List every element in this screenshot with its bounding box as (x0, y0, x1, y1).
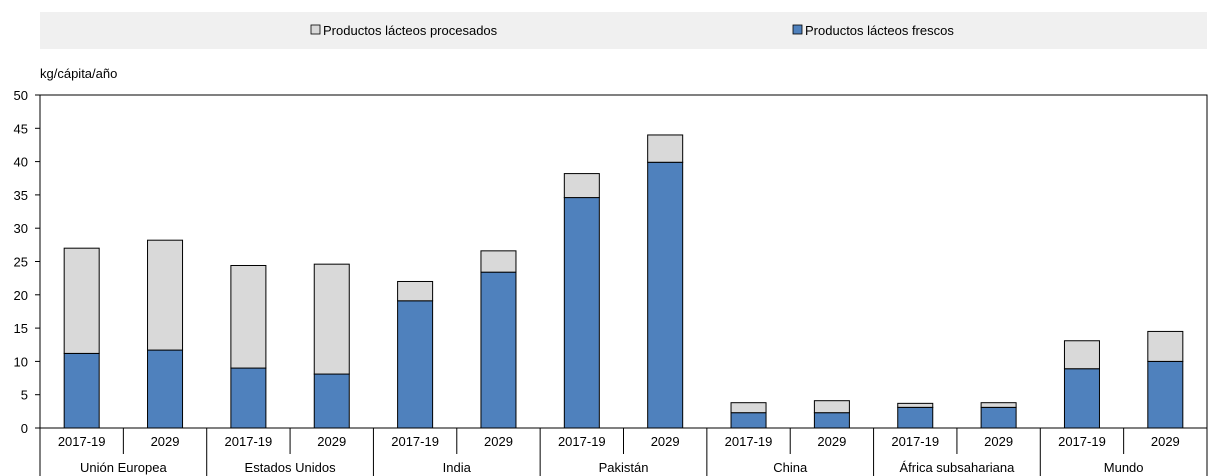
x-tick-label: 2017-19 (558, 434, 606, 449)
legend-label-processed: Productos lácteos procesados (323, 23, 498, 38)
bar-segment-processed (147, 239, 184, 351)
bar-segment-fresh (897, 406, 934, 429)
legend-swatch-processed (310, 24, 321, 35)
x-tick-label: 2017-19 (725, 434, 773, 449)
group-label: Estados Unidos (245, 460, 337, 475)
bar-segment-processed (980, 402, 1017, 408)
x-tick-label: 2029 (651, 434, 680, 449)
group-label: Pakistán (599, 460, 649, 475)
group-label: Mundo (1104, 460, 1144, 475)
legend-swatch-fresh (792, 24, 803, 35)
bar-segment-fresh (397, 300, 434, 429)
y-tick-label: 35 (14, 188, 28, 203)
bar-segment-processed (313, 263, 350, 375)
legend-box (40, 12, 1207, 49)
y-tick-label: 20 (14, 288, 28, 303)
group-label: África subsahariana (899, 460, 1015, 475)
bar-segment-fresh (647, 161, 684, 429)
x-axis: 2017-19 2029 2017-19 2029 2017-19 2029 2017-19… (39, 428, 1208, 476)
x-tick-label: 2017-19 (225, 434, 273, 449)
bar-segment-fresh (313, 373, 350, 429)
x-tick-label: 2029 (484, 434, 513, 449)
x-tick-label: 2029 (317, 434, 346, 449)
bar-segment-processed (647, 134, 684, 163)
bar-segment-processed (897, 402, 934, 408)
legend-label-fresh: Productos lácteos frescos (805, 23, 954, 38)
bar-segment-processed (730, 402, 767, 414)
bars (63, 134, 1184, 429)
y-tick-label: 25 (14, 255, 28, 270)
bar-segment-processed (63, 247, 100, 354)
x-tick-label: 2017-19 (1058, 434, 1106, 449)
bar-segment-processed (230, 264, 267, 369)
y-tick-label: 30 (14, 221, 28, 236)
y-tick-label: 10 (14, 354, 28, 369)
bar-segment-fresh (1063, 368, 1100, 429)
x-tick-label: 2029 (1151, 434, 1180, 449)
bar-segment-processed (1063, 340, 1100, 370)
y-tick-label: 40 (14, 155, 28, 170)
x-tick-label: 2017-19 (391, 434, 439, 449)
bar-segment-fresh (63, 352, 100, 429)
bar-segment-fresh (1147, 360, 1184, 429)
group-label: Unión Europea (80, 460, 167, 475)
bar-segment-fresh (730, 412, 767, 429)
bar-segment-processed (1147, 330, 1184, 362)
bar-segment-processed (397, 280, 434, 302)
x-tick-label: 2017-19 (58, 434, 106, 449)
x-tick-label: 2017-19 (891, 434, 939, 449)
bar-segment-fresh (147, 349, 184, 429)
y-axis: 0 5 10 15 20 25 30 35 40 45 50 (14, 88, 40, 436)
bar-segment-processed (563, 173, 600, 199)
y-axis-label: kg/cápita/año (40, 66, 117, 81)
x-tick-label: 2029 (984, 434, 1013, 449)
bar-segment-fresh (980, 406, 1017, 429)
group-label: India (443, 460, 472, 475)
bar-segment-processed (813, 400, 850, 414)
y-tick-label: 15 (14, 321, 28, 336)
bar-segment-fresh (563, 197, 600, 429)
bar-segment-fresh (230, 367, 267, 429)
y-tick-label: 45 (14, 121, 28, 136)
legend: Productos lácteos procesados Productos l… (310, 23, 954, 38)
x-tick-label: 2029 (151, 434, 180, 449)
y-tick-label: 5 (21, 388, 28, 403)
x-tick-label: 2029 (817, 434, 846, 449)
y-tick-label: 0 (21, 421, 28, 436)
bar-segment-processed (480, 250, 517, 273)
y-tick-label: 50 (14, 88, 28, 103)
group-label: China (773, 460, 808, 475)
bar-segment-fresh (813, 412, 850, 429)
plot-frame (39, 94, 1208, 429)
bar-segment-fresh (480, 271, 517, 429)
